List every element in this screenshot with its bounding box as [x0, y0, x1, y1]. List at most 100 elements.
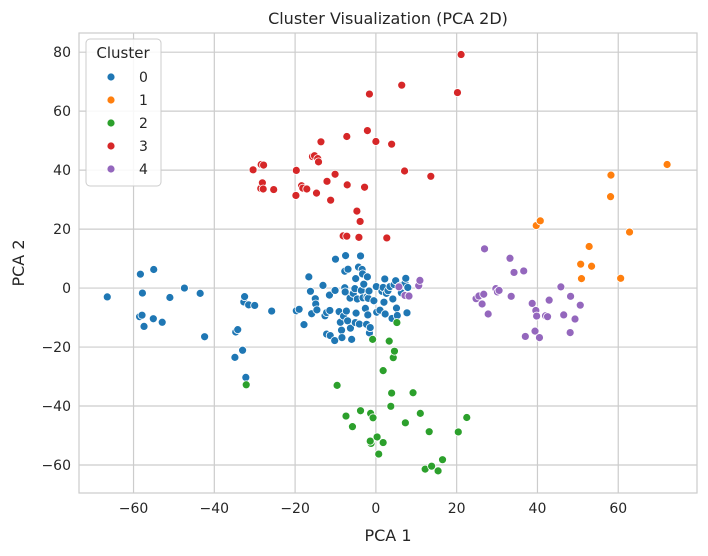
- plot-background: [79, 33, 697, 493]
- legend-marker: [106, 164, 116, 174]
- data-point-cluster-1: [587, 261, 596, 271]
- series-3: [248, 50, 466, 243]
- data-point-cluster-2: [427, 461, 437, 471]
- data-point-cluster-3: [330, 169, 340, 179]
- series-4: [394, 244, 585, 343]
- legend: Cluster 0 1 2 3 4: [85, 38, 162, 187]
- data-point-cluster-2: [392, 318, 402, 327]
- data-point-cluster-2: [374, 449, 384, 459]
- data-point-cluster-3: [291, 191, 301, 200]
- data-point-cluster-1: [535, 216, 545, 226]
- data-point-cluster-2: [365, 436, 375, 446]
- data-point-cluster-2: [384, 336, 394, 346]
- series-2: [241, 318, 472, 476]
- data-point-cluster-4: [519, 266, 529, 276]
- data-point-cluster-2: [415, 408, 425, 418]
- data-point-cluster-0: [380, 309, 390, 319]
- legend-box: [85, 38, 162, 187]
- data-point-cluster-0: [346, 323, 355, 333]
- series-1: [531, 160, 672, 284]
- data-point-cluster-2: [390, 346, 399, 356]
- data-point-cluster-2: [356, 406, 365, 416]
- data-point-cluster-4: [505, 253, 515, 263]
- data-point-cluster-3: [316, 137, 326, 147]
- x-tick-label: −40: [200, 501, 230, 517]
- legend-label: 2: [139, 116, 148, 132]
- data-point-cluster-2: [348, 422, 357, 432]
- data-point-cluster-0: [250, 301, 260, 310]
- data-point-cluster-0: [337, 333, 347, 343]
- data-point-cluster-1: [606, 170, 616, 180]
- data-point-cluster-0: [392, 303, 401, 313]
- data-point-cluster-1: [584, 242, 594, 251]
- data-point-cluster-0: [331, 254, 340, 264]
- data-point-cluster-0: [312, 305, 322, 315]
- x-tick-label: −20: [280, 501, 310, 517]
- data-point-cluster-4: [543, 312, 552, 322]
- legend-label: 1: [139, 93, 148, 109]
- data-point-cluster-0: [304, 272, 314, 282]
- data-point-cluster-3: [456, 50, 466, 59]
- data-point-cluster-0: [347, 334, 357, 344]
- y-tick-label: −20: [41, 340, 71, 356]
- data-point-cluster-3: [362, 126, 372, 136]
- data-point-cluster-3: [397, 80, 407, 90]
- data-point-cluster-0: [362, 272, 372, 282]
- data-point-cluster-1: [577, 274, 586, 284]
- data-point-cluster-3: [248, 165, 258, 175]
- data-point-cluster-3: [354, 232, 364, 242]
- y-tick-label: −40: [41, 399, 71, 415]
- y-tick-label: 60: [53, 104, 71, 120]
- data-point-cluster-2: [387, 388, 397, 398]
- legend-marker: [106, 95, 116, 105]
- data-point-cluster-3: [258, 184, 268, 194]
- data-point-cluster-0: [240, 292, 250, 302]
- data-point-cluster-4: [494, 286, 504, 295]
- data-point-cluster-4: [575, 300, 585, 310]
- data-point-cluster-1: [576, 259, 586, 269]
- data-point-cluster-0: [149, 265, 159, 274]
- data-point-cluster-0: [139, 321, 149, 331]
- data-point-cluster-2: [241, 380, 251, 390]
- data-point-cluster-4: [394, 282, 404, 292]
- data-point-cluster-0: [330, 336, 340, 345]
- data-point-cluster-0: [402, 308, 412, 318]
- x-tick-labels: −60 −40 −20 0 20 40 60: [119, 501, 627, 517]
- data-point-cluster-0: [379, 297, 389, 307]
- data-point-cluster-3: [426, 171, 436, 181]
- data-point-cluster-3: [360, 182, 369, 192]
- data-point-cluster-3: [355, 217, 365, 226]
- data-point-cluster-4: [415, 275, 425, 285]
- data-point-cluster-2: [462, 413, 472, 422]
- data-point-cluster-0: [230, 352, 240, 362]
- data-point-cluster-2: [433, 466, 443, 476]
- legend-title: Cluster: [96, 44, 150, 62]
- data-point-cluster-4: [565, 328, 575, 337]
- data-point-cluster-2: [424, 427, 434, 437]
- y-tick-labels: −60 −40 −20 0 20 40 60 80: [41, 45, 71, 474]
- data-point-cluster-3: [326, 195, 336, 205]
- x-axis-title: PCA 1: [364, 526, 411, 545]
- data-point-cluster-3: [342, 180, 352, 190]
- data-point-cluster-4: [479, 289, 489, 299]
- data-point-cluster-4: [477, 299, 487, 309]
- data-point-cluster-3: [352, 206, 362, 216]
- data-point-cluster-2: [368, 413, 378, 423]
- data-point-cluster-0: [102, 292, 112, 302]
- data-point-cluster-4: [509, 268, 519, 277]
- data-point-cluster-0: [363, 310, 373, 320]
- x-tick-label: −60: [119, 501, 149, 517]
- data-point-cluster-0: [369, 296, 379, 306]
- data-point-cluster-0: [306, 286, 315, 296]
- data-point-cluster-2: [378, 366, 388, 376]
- data-point-cluster-2: [341, 411, 351, 421]
- data-point-cluster-0: [267, 306, 277, 316]
- data-point-cluster-0: [299, 320, 309, 330]
- data-point-cluster-0: [365, 323, 375, 332]
- data-point-cluster-0: [343, 264, 353, 274]
- data-point-cluster-1: [625, 227, 634, 237]
- data-point-cluster-2: [386, 401, 396, 411]
- data-point-cluster-4: [480, 244, 489, 254]
- data-point-cluster-3: [387, 139, 397, 149]
- legend-label: 3: [139, 139, 148, 155]
